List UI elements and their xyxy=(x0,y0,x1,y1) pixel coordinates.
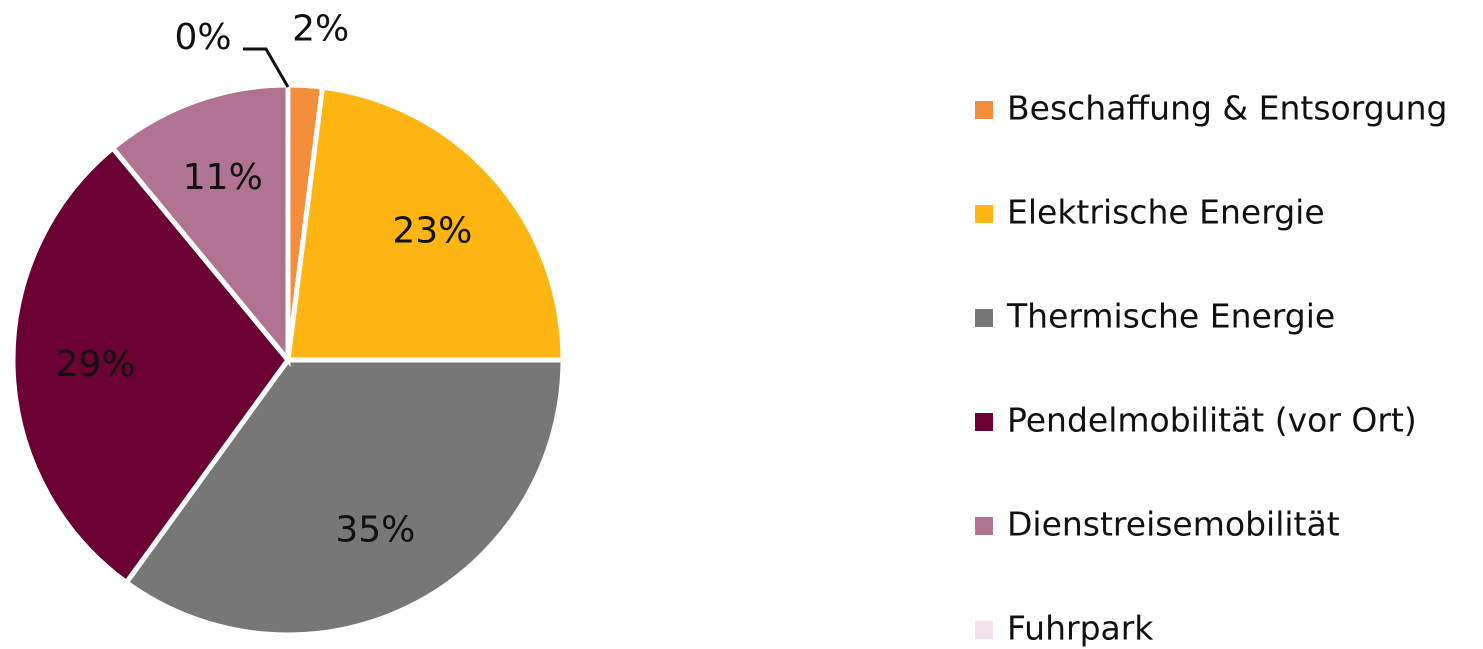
legend-label: Dienstreisemobilität xyxy=(1007,505,1340,544)
pie-slice xyxy=(122,357,566,638)
legend-swatch xyxy=(975,101,993,119)
legend-label: Pendelmobilität (vor Ort) xyxy=(1007,401,1417,440)
data-label: 11% xyxy=(183,157,263,198)
pie-slice xyxy=(10,144,292,586)
data-label: 35% xyxy=(335,510,415,551)
legend-swatch xyxy=(975,413,993,431)
data-label: 23% xyxy=(392,211,472,252)
data-label: 2% xyxy=(292,9,349,50)
legend-label: Thermische Energie xyxy=(1006,297,1335,336)
legend-swatch xyxy=(975,205,993,223)
pie-slice xyxy=(285,84,566,363)
leader-line xyxy=(243,47,290,88)
legend-label: Beschaffung & Entsorgung xyxy=(1007,89,1447,128)
data-label: 0% xyxy=(174,17,231,58)
legend-swatch xyxy=(975,621,993,639)
legend-label: Fuhrpark xyxy=(1007,609,1154,648)
legend-swatch xyxy=(975,517,993,535)
legend-swatch xyxy=(975,309,993,327)
data-label: 29% xyxy=(56,344,136,385)
pie-slice xyxy=(109,82,291,367)
legend-label: Elektrische Energie xyxy=(1007,193,1325,232)
